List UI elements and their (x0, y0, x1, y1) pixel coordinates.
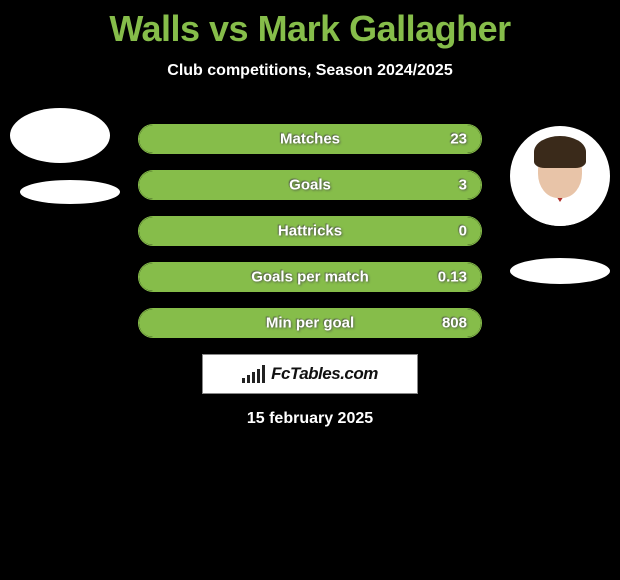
stat-label: Min per goal (266, 315, 354, 332)
player-left-avatar (10, 108, 110, 163)
stat-value: 3 (459, 177, 467, 194)
logo-bars-icon (242, 365, 265, 383)
stat-row-goals: Goals 3 (138, 170, 482, 200)
player-right-name-blob (510, 258, 610, 284)
stat-row-goals-per-match: Goals per match 0.13 (138, 262, 482, 292)
stat-row-matches: Matches 23 (138, 124, 482, 154)
stat-label: Goals per match (251, 269, 369, 286)
stat-value: 23 (450, 131, 467, 148)
player-right-avatar (510, 126, 610, 226)
stat-row-hattricks: Hattricks 0 (138, 216, 482, 246)
stat-value: 0 (459, 223, 467, 240)
stat-label: Matches (280, 131, 340, 148)
stat-row-min-per-goal: Min per goal 808 (138, 308, 482, 338)
logo-text: FcTables.com (271, 364, 378, 384)
stat-label: Hattricks (278, 223, 342, 240)
fctables-logo: FcTables.com (202, 354, 418, 394)
stats-container: Matches 23 Goals 3 Hattricks 0 Goals per… (138, 124, 482, 354)
avatar-hair (534, 136, 586, 168)
player-left-name-blob (20, 180, 120, 204)
stat-value: 0.13 (438, 269, 467, 286)
stat-label: Goals (289, 177, 331, 194)
subtitle: Club competitions, Season 2024/2025 (0, 62, 620, 80)
page-title: Walls vs Mark Gallagher (0, 0, 620, 50)
date-text: 15 february 2025 (247, 410, 373, 428)
stat-value: 808 (442, 315, 467, 332)
